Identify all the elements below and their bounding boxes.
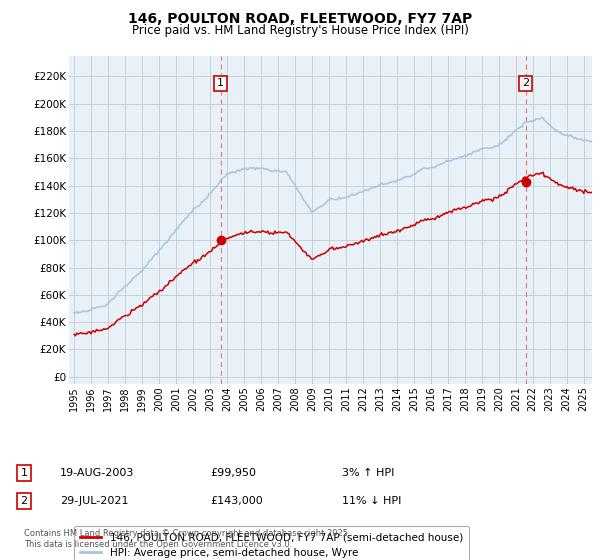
Text: Price paid vs. HM Land Registry's House Price Index (HPI): Price paid vs. HM Land Registry's House …	[131, 24, 469, 36]
Text: £143,000: £143,000	[210, 496, 263, 506]
Text: 2: 2	[522, 78, 529, 88]
Text: 11% ↓ HPI: 11% ↓ HPI	[342, 496, 401, 506]
Text: 1: 1	[217, 78, 224, 88]
Text: 29-JUL-2021: 29-JUL-2021	[60, 496, 128, 506]
Text: 19-AUG-2003: 19-AUG-2003	[60, 468, 134, 478]
Text: 146, POULTON ROAD, FLEETWOOD, FY7 7AP: 146, POULTON ROAD, FLEETWOOD, FY7 7AP	[128, 12, 472, 26]
Text: Contains HM Land Registry data © Crown copyright and database right 2025.
This d: Contains HM Land Registry data © Crown c…	[24, 529, 350, 549]
Text: £99,950: £99,950	[210, 468, 256, 478]
Text: 1: 1	[20, 468, 28, 478]
Legend: 146, POULTON ROAD, FLEETWOOD, FY7 7AP (semi-detached house), HPI: Average price,: 146, POULTON ROAD, FLEETWOOD, FY7 7AP (s…	[74, 526, 469, 560]
Text: 3% ↑ HPI: 3% ↑ HPI	[342, 468, 394, 478]
Text: 2: 2	[20, 496, 28, 506]
